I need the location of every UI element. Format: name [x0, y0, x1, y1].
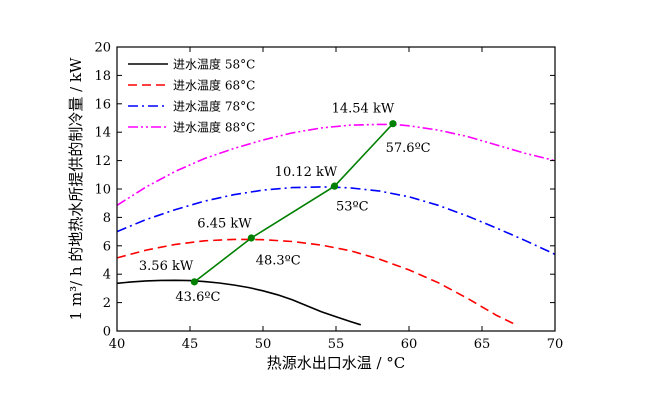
legend-label: 进水温度 78°C [173, 99, 255, 114]
y-tick-label: 16 [94, 97, 111, 112]
x-axis-title: 热源水出口水温 / °C [267, 354, 406, 372]
plot-frame [116, 46, 556, 332]
y-tick-label: 18 [94, 69, 111, 84]
y-tick-label: 0 [103, 325, 111, 340]
x-tick-label: 55 [328, 337, 345, 352]
operating-point [247, 234, 255, 242]
series-line-4 [193, 123, 394, 283]
series-line-3 [117, 123, 555, 206]
annotation-label: 53ºC [336, 199, 369, 214]
legend-label: 进水温度 88°C [173, 120, 255, 135]
x-tick-label: 40 [109, 337, 126, 352]
operating-point [389, 120, 397, 128]
x-tick-label: 70 [547, 337, 564, 352]
legend-label: 进水温度 68°C [173, 78, 255, 93]
annotation-label: 14.54 kW [332, 101, 395, 116]
annotation-label: 6.45 kW [197, 216, 252, 231]
legend: 进水温度 58°C 进水温度 68°C 进水温度 78°C 进水温度 88°C [128, 57, 255, 135]
x-tick-label: 65 [474, 337, 491, 352]
series-line-1 [117, 238, 515, 325]
annotation-label: 48.3ºC [256, 253, 301, 268]
y-tick-label: 10 [94, 183, 111, 198]
annotation-label: 57.6ºC [386, 141, 431, 156]
x-tick-label: 60 [401, 337, 418, 352]
x-tick-label: 45 [182, 337, 199, 352]
operating-point [330, 182, 339, 190]
annotation-label: 10.12 kW [275, 165, 338, 180]
y-tick-label: 2 [103, 296, 111, 311]
y-axis-title: 1 m³/ h 的地热水所提供的制冷量 / kW [67, 57, 85, 320]
y-tick-label: 12 [94, 154, 111, 169]
operating-point [190, 278, 198, 286]
axis-ticks: 40 45 50 55 60 65 70 0 2 4 6 8 10 12 14 16 18 20 [94, 41, 563, 353]
annotation-label: 43.6ºC [175, 290, 220, 305]
annotation-label: 3.56 kW [139, 259, 194, 274]
x-tick-label: 50 [255, 337, 272, 352]
y-tick-label: 8 [103, 211, 111, 226]
y-tick-label: 14 [94, 126, 111, 141]
y-tick-label: 20 [94, 41, 111, 56]
series-line-0 [117, 279, 362, 326]
y-tick-label: 4 [103, 268, 111, 283]
operating-point-markers [190, 120, 397, 286]
y-tick-label: 6 [103, 239, 111, 254]
legend-label: 进水温度 58°C [173, 57, 255, 72]
series-line-2 [117, 186, 555, 256]
annotations: 3.56 kW 43.6ºC 6.45 kW 48.3ºC 10.12 kW 53ºC 14… [139, 101, 431, 305]
